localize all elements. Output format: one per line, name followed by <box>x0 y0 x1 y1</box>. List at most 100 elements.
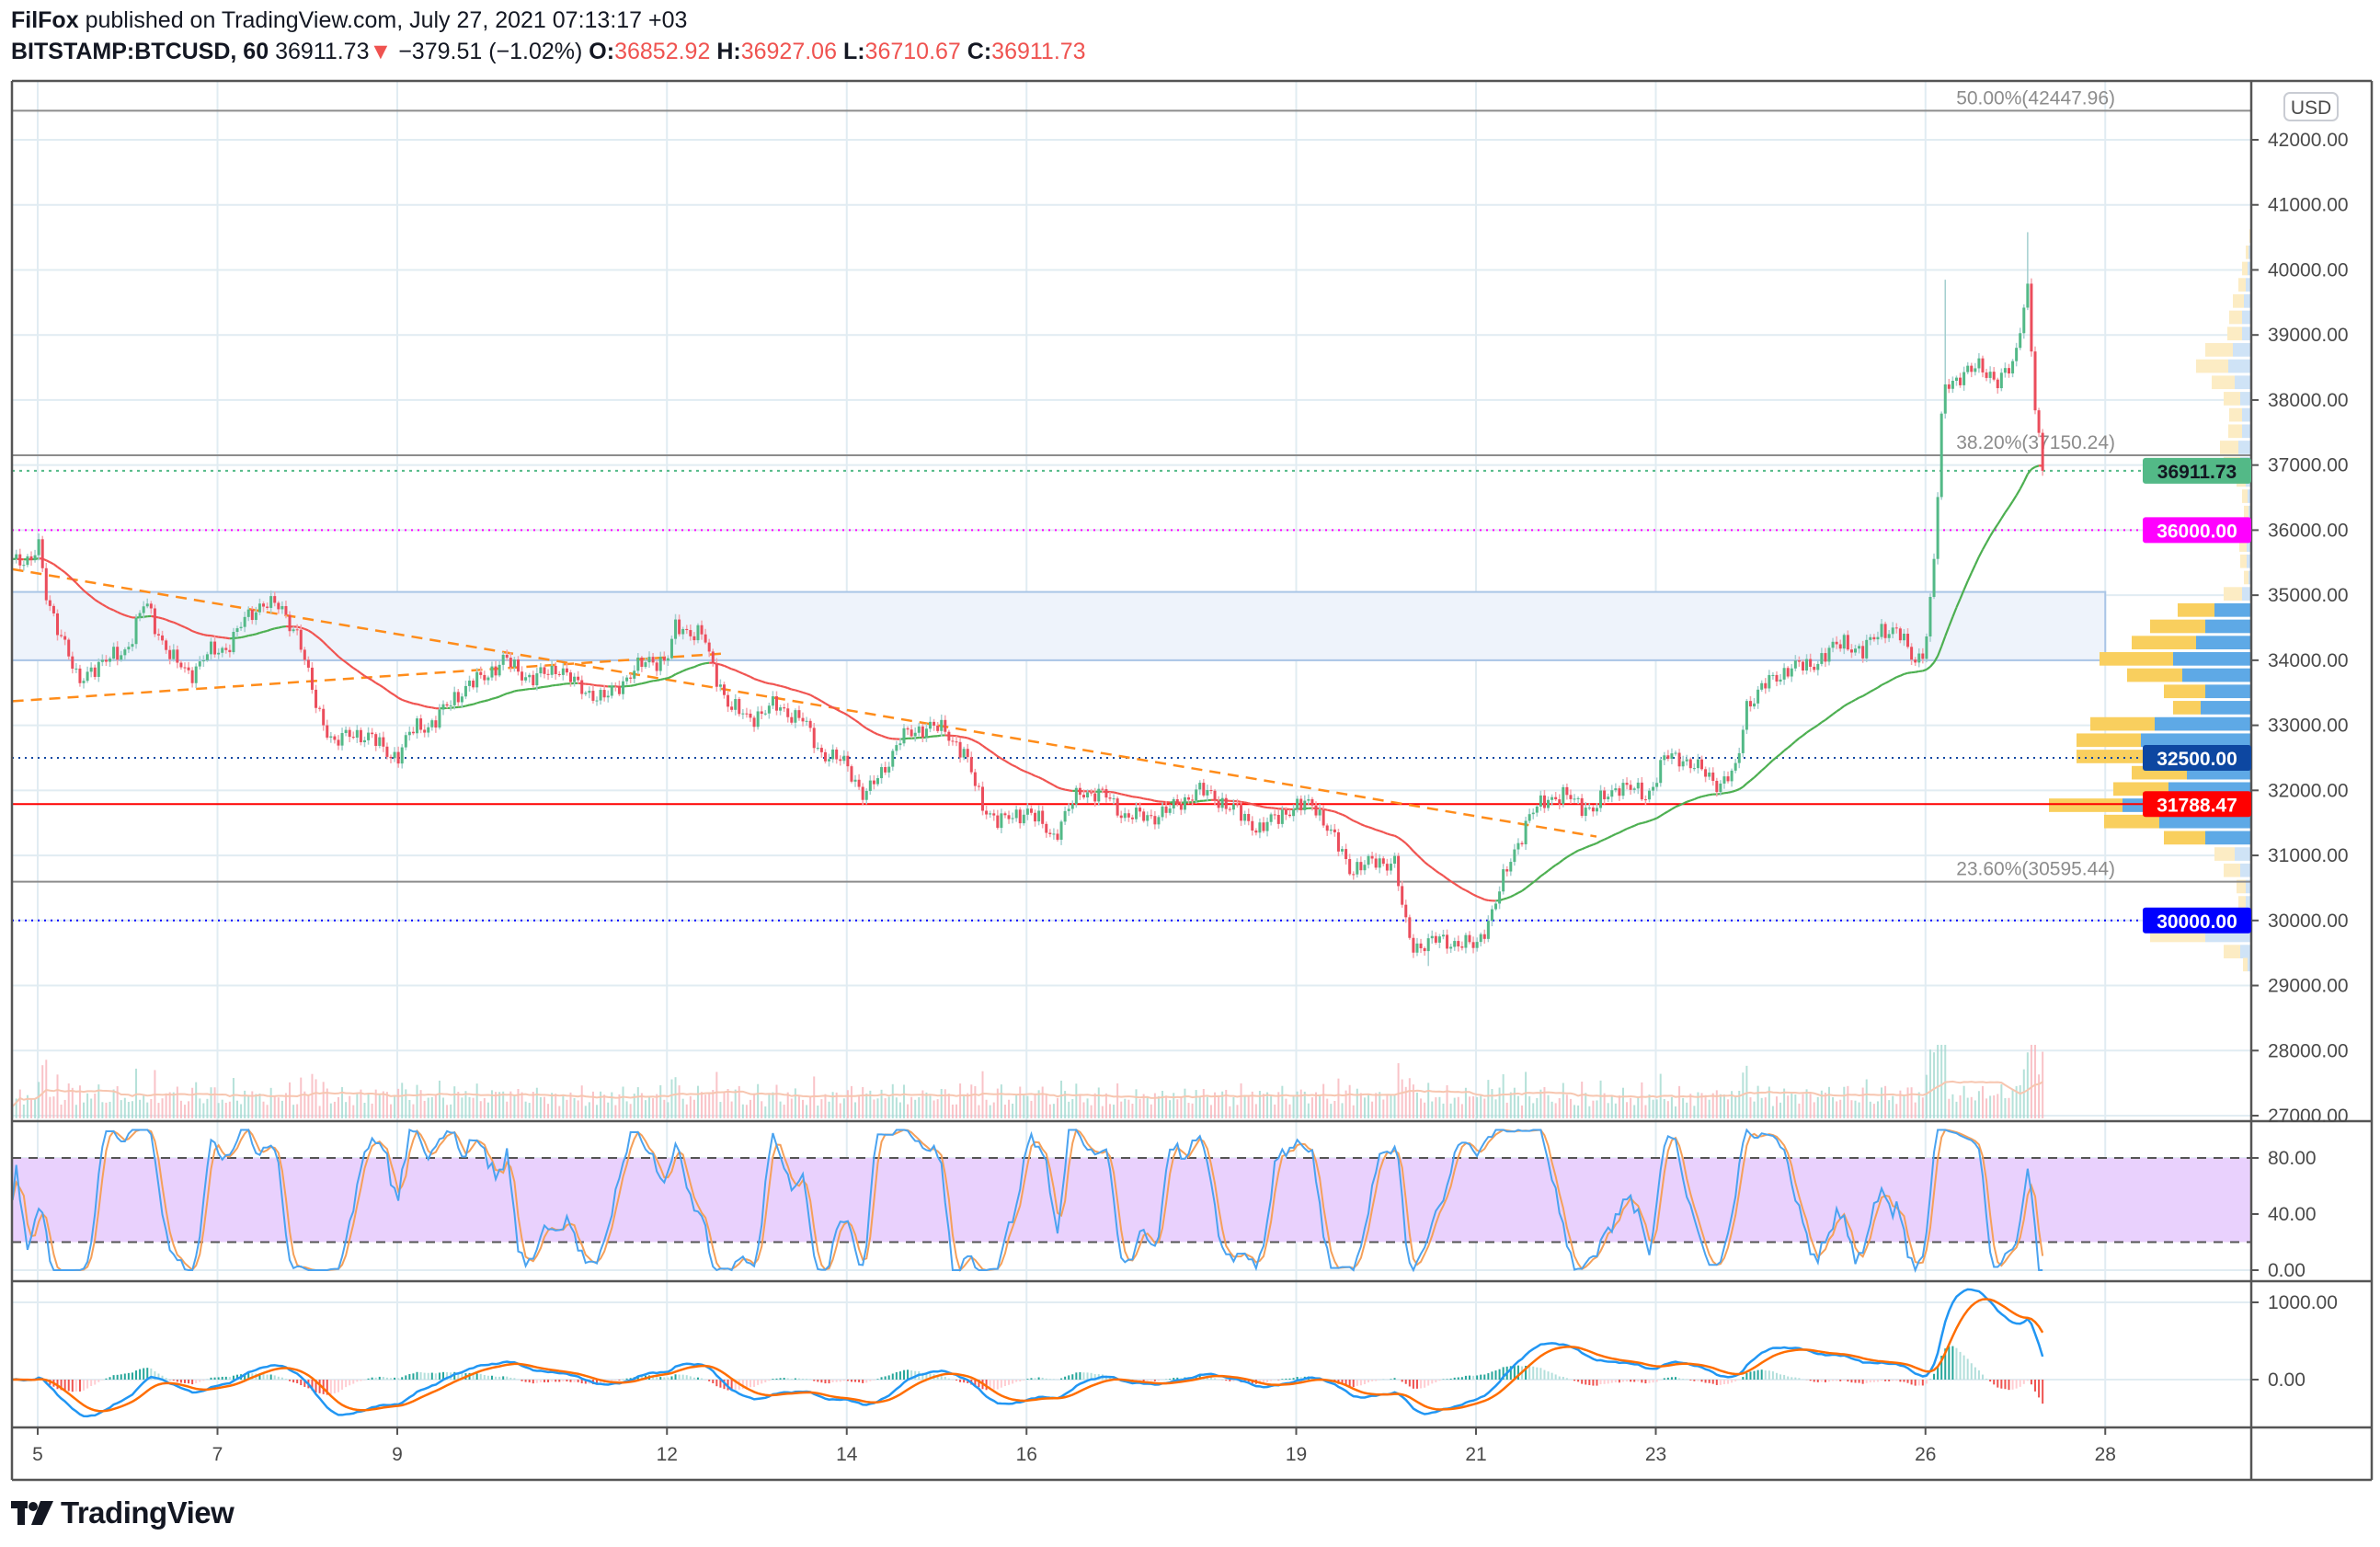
candle <box>1240 805 1243 821</box>
volume-bar <box>1734 1095 1737 1118</box>
volume-bar <box>895 1097 898 1118</box>
volume-bar <box>543 1096 545 1118</box>
macd-histogram-bar <box>1435 1380 1437 1383</box>
ema-segment <box>1760 766 1767 772</box>
volume-bar <box>1715 1090 1718 1118</box>
ema-segment <box>63 571 70 577</box>
volume-bar <box>1460 1104 1463 1118</box>
macd-histogram-bar <box>1281 1379 1284 1380</box>
candle <box>1726 776 1730 782</box>
ema-segment <box>514 689 519 693</box>
ema-segment <box>1907 671 1912 674</box>
ema-segment <box>195 631 200 635</box>
ema-segment <box>806 693 811 696</box>
ema-segment <box>547 684 553 688</box>
macd-histogram-bar <box>701 1378 704 1380</box>
macd-histogram-bar <box>1169 1379 1172 1380</box>
candle <box>44 567 48 601</box>
volume-bar <box>506 1101 509 1118</box>
time-axis[interactable]: 5 7 9 12 14 16 19 21 23 26 28 <box>32 1427 2116 1465</box>
price-axis[interactable]: 42000.0041000.0040000.0039000.0038000.00… <box>2251 130 2349 1391</box>
volume-bar <box>659 1084 662 1118</box>
macd-histogram-bar <box>213 1377 216 1380</box>
macd-histogram-bar <box>139 1369 142 1380</box>
candle <box>1652 786 1655 791</box>
candle <box>86 671 89 682</box>
ema-segment <box>798 690 804 693</box>
volume-bar <box>1521 1105 1524 1118</box>
tradingview-logo[interactable]: TradingView <box>11 1495 235 1530</box>
candle <box>1067 808 1070 811</box>
candle <box>427 727 430 733</box>
volume-bar <box>842 1098 845 1118</box>
candle <box>771 696 774 706</box>
macd-histogram-bar <box>183 1380 186 1383</box>
candle <box>1348 859 1352 875</box>
macd-histogram-bar <box>1678 1378 1681 1380</box>
candle <box>1711 772 1715 781</box>
macd-histogram-bar <box>1607 1380 1609 1384</box>
ema-segment <box>473 702 478 705</box>
time-tick-label: 28 <box>2095 1444 2116 1465</box>
volume-bar <box>685 1104 688 1118</box>
price-tag <box>2143 907 2251 934</box>
price-tick-label: 33000.00 <box>2268 716 2349 737</box>
author-name[interactable]: FilFox <box>11 7 79 33</box>
volume-bar <box>1146 1096 1149 1118</box>
macd-histogram-bar <box>385 1377 388 1380</box>
candle <box>257 603 261 613</box>
volume-profile-down-bar <box>2224 392 2240 406</box>
candle <box>1719 783 1722 793</box>
candle <box>205 654 209 660</box>
candle <box>779 707 783 711</box>
macd-histogram-bar <box>1206 1376 1208 1380</box>
macd-histogram-bar <box>277 1376 280 1380</box>
currency-button[interactable]: USD <box>2283 92 2339 121</box>
open-label: O: <box>589 39 615 64</box>
ema-segment <box>1015 765 1021 771</box>
candle <box>1434 935 1437 943</box>
macd-histogram-bar <box>614 1380 617 1381</box>
macd-histogram-bar <box>1596 1380 1598 1386</box>
ema-segment <box>1753 773 1759 779</box>
macd-histogram-bar <box>779 1378 782 1380</box>
volume-bar <box>1618 1094 1620 1118</box>
volume-profile-down-bar <box>2224 863 2240 877</box>
support-zone[interactable] <box>11 590 2107 661</box>
candle <box>179 662 183 668</box>
macd-histogram-bar <box>509 1377 512 1380</box>
volume-bar <box>1176 1099 1179 1118</box>
candle <box>1086 792 1090 798</box>
candle <box>333 736 337 740</box>
volume-profile-down-bar <box>2100 652 2173 666</box>
candle <box>1108 797 1112 799</box>
ema-segment <box>1136 796 1140 799</box>
volume-bar <box>120 1100 122 1118</box>
volume-profile-up-bar <box>2248 489 2251 503</box>
volume-bar <box>532 1092 534 1118</box>
macd-histogram-bar <box>1034 1378 1036 1380</box>
macd-histogram-bar <box>768 1380 771 1381</box>
volume-bar <box>884 1098 887 1118</box>
macd-histogram-bar <box>955 1380 958 1381</box>
macd-histogram-bar <box>2030 1380 2032 1385</box>
candle <box>1696 759 1699 769</box>
ema-segment <box>1918 670 1923 673</box>
macd-histogram-bar <box>483 1374 486 1380</box>
ema-segment <box>738 670 744 675</box>
ema-segment <box>1881 682 1886 686</box>
candle <box>1139 808 1142 812</box>
candle <box>1276 815 1280 824</box>
macd-histogram-bar <box>1258 1380 1261 1383</box>
volume-bar <box>1015 1094 1018 1118</box>
volume-bar <box>1124 1098 1127 1118</box>
ema-segment <box>1364 824 1369 829</box>
macd-histogram-bar <box>165 1378 167 1380</box>
volume-profile-up-bar <box>2173 652 2251 666</box>
candle <box>1764 682 1768 689</box>
candle <box>1831 641 1835 648</box>
horizontal-levels[interactable]: 50.00%(42447.96)38.20%(37150.24)23.60%(3… <box>12 87 2251 922</box>
macd-histogram-bar <box>349 1380 351 1386</box>
macd-histogram-bar <box>434 1373 437 1380</box>
